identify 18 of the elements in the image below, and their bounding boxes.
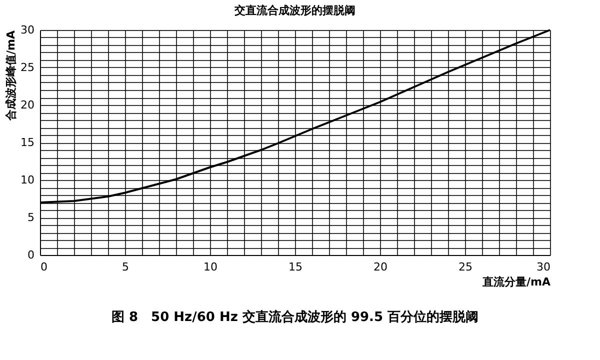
y-tick-label: 10: [20, 174, 34, 186]
y-tick-label: 25: [20, 61, 34, 74]
x-tick-label: 5: [122, 260, 129, 274]
caption: 图 8 50 Hz/60 Hz 交直流合成波形的 99.5 百分位的摆脱阈: [111, 309, 479, 325]
y-tick-label: 0: [28, 248, 34, 262]
chart-title: 交直流合成波形的摆脱阈: [234, 4, 356, 17]
x-tick-label: 15: [288, 260, 302, 274]
x-tick-label: 10: [204, 260, 218, 274]
x-tick-label: 20: [374, 260, 388, 274]
y-tick-label: 20: [20, 98, 34, 112]
y-tick-label: 5: [28, 211, 34, 224]
y-tick-label: 15: [20, 136, 34, 149]
x-axis-title: 直流分量/mA: [482, 276, 551, 288]
x-tick-label: 25: [458, 260, 472, 274]
y-axis-title: 合成波形峰值/mA: [4, 30, 18, 122]
y-tick-label: 30: [20, 24, 34, 36]
x-tick-label: 0: [40, 260, 48, 274]
x-tick-label: 30: [536, 260, 550, 274]
